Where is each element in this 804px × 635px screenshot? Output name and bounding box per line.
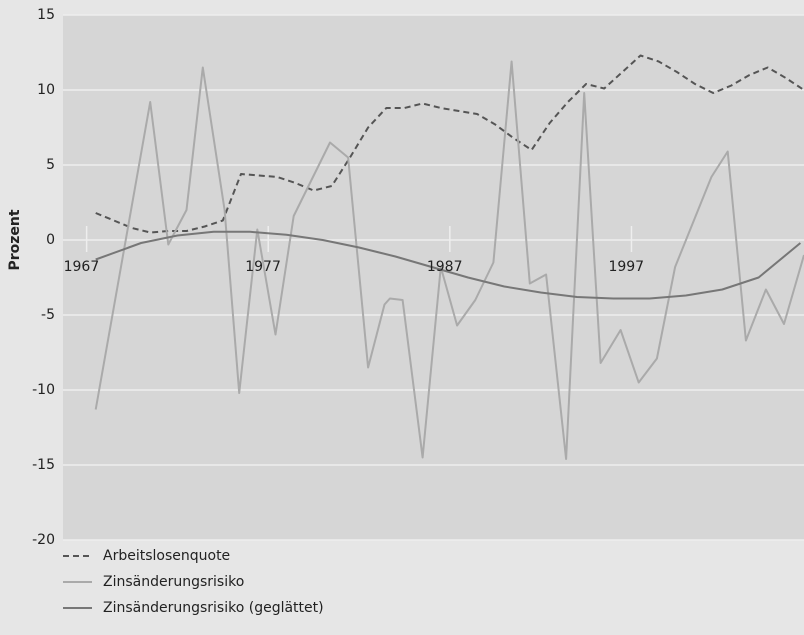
x-tick-label: 1997 bbox=[608, 259, 644, 275]
plot-area bbox=[63, 15, 804, 540]
x-tick-label: 1977 bbox=[245, 259, 281, 275]
y-axis-label: Prozent bbox=[7, 209, 23, 270]
legend-label: Zinsänderungsrisiko (geglättet) bbox=[103, 600, 324, 616]
y-tick-label: 5 bbox=[46, 157, 55, 173]
y-tick-label: -10 bbox=[32, 382, 55, 398]
y-tick-label: -5 bbox=[41, 307, 55, 323]
y-tick-label: -20 bbox=[32, 532, 55, 548]
legend-label: Arbeitslosenquote bbox=[103, 548, 230, 564]
series-line bbox=[95, 230, 802, 300]
series-line bbox=[94, 60, 804, 460]
y-tick-label: 10 bbox=[37, 82, 55, 98]
x-tick-label: 1987 bbox=[427, 259, 463, 275]
legend-label: Zinsänderungsrisiko bbox=[103, 574, 244, 590]
y-tick-label: 0 bbox=[46, 232, 55, 248]
y-tick-label: 15 bbox=[37, 7, 55, 23]
series-line bbox=[95, 54, 804, 234]
x-tick-label: 1967 bbox=[64, 259, 100, 275]
y-tick-label: -15 bbox=[32, 457, 55, 473]
